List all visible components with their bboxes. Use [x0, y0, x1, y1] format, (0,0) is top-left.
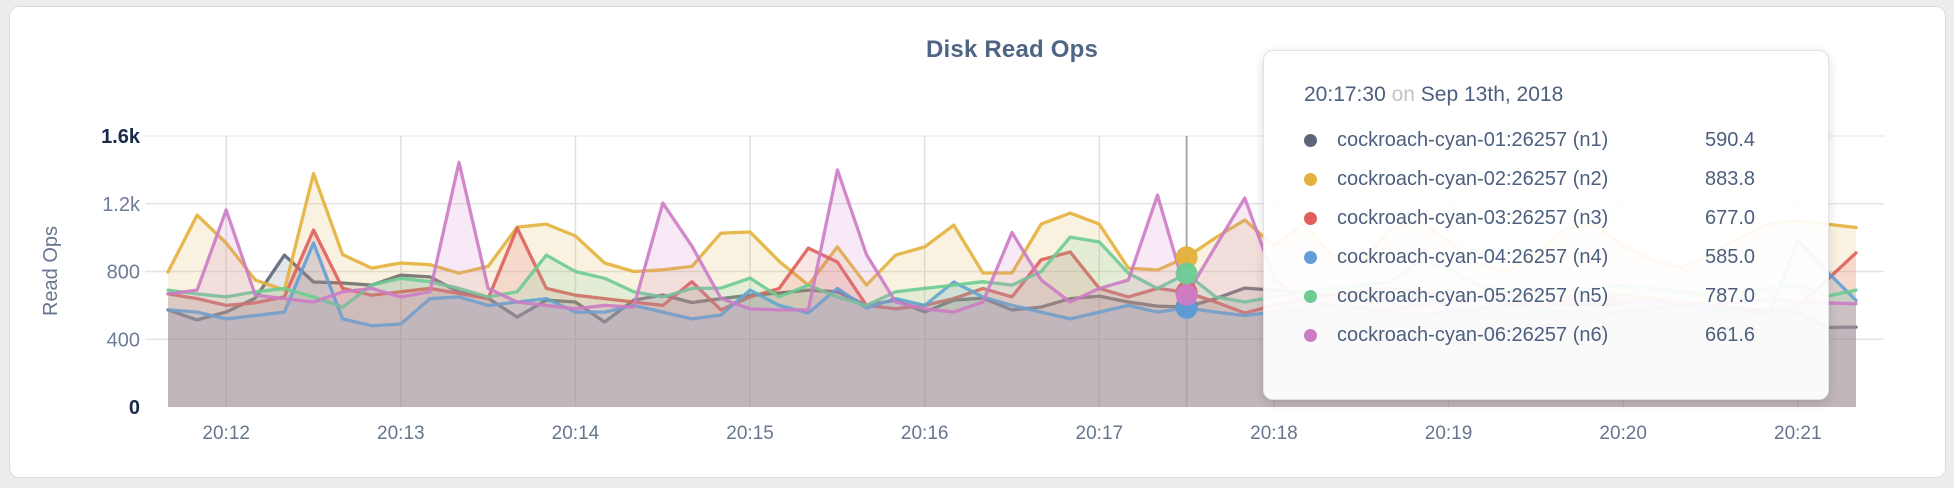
tooltip-series-value: 590.4	[1705, 129, 1756, 151]
tooltip-series-name: cockroach-cyan-06:26257 (n6)	[1337, 324, 1609, 346]
y-tick-label: 1.2k	[102, 194, 141, 216]
tooltip-series-value: 883.8	[1705, 168, 1756, 190]
tooltip-series-name: cockroach-cyan-03:26257 (n3)	[1337, 207, 1609, 229]
series-color-dot-icon	[1304, 251, 1317, 264]
axis-labels: 1.6k 1.2k 800 400 0 20:12 20:13 20:14 20:15 20:16…	[40, 126, 1822, 444]
x-tick-label: 20:18	[1250, 423, 1298, 444]
y-tick-label: 1.6k	[101, 126, 141, 148]
x-tick-label: 20:13	[377, 423, 425, 444]
hover-tooltip: 20:17:30 on Sep 13th, 2018 cockroach-cya…	[1263, 50, 1829, 400]
series-color-dot-icon	[1304, 134, 1317, 147]
tooltip-series-name: cockroach-cyan-05:26257 (n5)	[1337, 285, 1609, 307]
hover-crosshair	[1175, 136, 1198, 407]
tooltip-row: cockroach-cyan-03:26257 (n3) 677.0	[1304, 199, 1804, 238]
tooltip-row: cockroach-cyan-02:26257 (n2) 883.8	[1304, 160, 1804, 199]
hover-dot-n6	[1175, 283, 1198, 306]
tooltip-rows: cockroach-cyan-01:26257 (n1) 590.4 cockroa…	[1304, 121, 1804, 355]
y-axis-title: Read Ops	[40, 226, 62, 316]
y-tick-label: 0	[129, 397, 140, 419]
x-tick-label: 20:20	[1599, 423, 1647, 444]
x-tick-label: 20:19	[1425, 423, 1473, 444]
series-color-dot-icon	[1304, 173, 1317, 186]
tooltip-series-value: 677.0	[1705, 207, 1756, 229]
x-tick-label: 20:17	[1076, 423, 1124, 444]
tooltip-series-name: cockroach-cyan-01:26257 (n1)	[1337, 129, 1609, 151]
x-tick-label: 20:16	[901, 423, 949, 444]
tooltip-series-value: 787.0	[1705, 285, 1756, 307]
tooltip-header: 20:17:30 on Sep 13th, 2018	[1304, 83, 1804, 107]
tooltip-series-name: cockroach-cyan-02:26257 (n2)	[1337, 168, 1609, 190]
chart-title: Disk Read Ops	[926, 36, 1098, 63]
tooltip-row: cockroach-cyan-04:26257 (n4) 585.0	[1304, 238, 1804, 277]
x-tick-label: 20:14	[552, 423, 600, 444]
tooltip-time: 20:17:30	[1304, 83, 1386, 106]
tooltip-series-name: cockroach-cyan-04:26257 (n4)	[1337, 246, 1609, 268]
hover-dot-n2	[1175, 246, 1198, 269]
x-tick-label: 20:15	[726, 423, 774, 444]
tooltip-conjunction: on	[1391, 83, 1415, 106]
y-tick-label: 800	[107, 262, 140, 284]
tooltip-date: Sep 13th, 2018	[1420, 83, 1564, 106]
tooltip-series-value: 661.6	[1705, 324, 1756, 346]
tooltip-series-value: 585.0	[1705, 246, 1756, 268]
tooltip-row: cockroach-cyan-05:26257 (n5) 787.0	[1304, 277, 1804, 316]
tooltip-row: cockroach-cyan-01:26257 (n1) 590.4	[1304, 121, 1804, 160]
series-color-dot-icon	[1304, 212, 1317, 225]
y-tick-label: 400	[107, 329, 140, 351]
series-color-dot-icon	[1304, 329, 1317, 342]
x-tick-label: 20:12	[202, 423, 250, 444]
series-color-dot-icon	[1304, 290, 1317, 303]
tooltip-row: cockroach-cyan-06:26257 (n6) 661.6	[1304, 316, 1804, 355]
hover-dot-n5	[1175, 262, 1198, 285]
x-tick-label: 20:21	[1774, 423, 1822, 444]
